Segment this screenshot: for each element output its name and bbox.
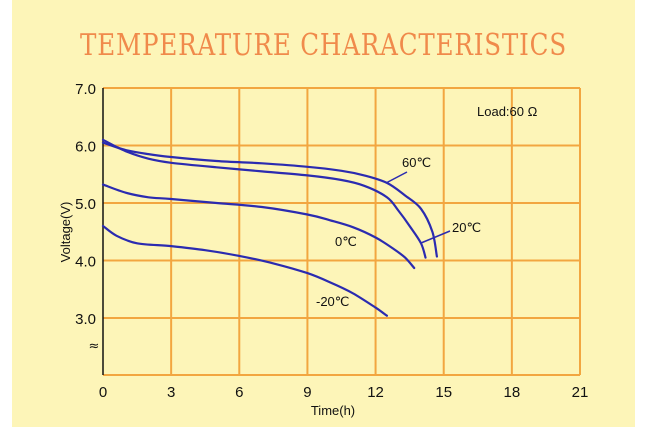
series-label: 60℃ [402, 155, 431, 170]
x-tick-label: 21 [572, 384, 589, 401]
x-tick-label: 3 [167, 384, 175, 401]
series-line [101, 183, 416, 270]
x-tick-label: 6 [235, 384, 243, 401]
series-line [101, 141, 438, 258]
chart-title: TEMPERATURE CHARACTERISTICS [79, 28, 568, 63]
x-tick-label: 18 [504, 384, 521, 401]
y-tick-label: 4.0 [75, 254, 96, 271]
series-line [101, 224, 388, 317]
y-tick-label: 6.0 [75, 139, 96, 156]
load-annotation: Load:60 Ω [477, 104, 538, 119]
series-line [101, 138, 427, 259]
series-label: -20℃ [316, 294, 349, 309]
series-group [101, 138, 438, 317]
series-label: 0℃ [335, 234, 357, 249]
series-leader-line [385, 171, 408, 184]
labels-group: ≈ Time(h) Voltage(V) Load:60 Ω 7.0 6.0 5.0… [58, 81, 588, 418]
y-axis-label: Voltage(V) [58, 202, 73, 263]
x-tick-label: 12 [367, 384, 384, 401]
series-label: 20℃ [452, 220, 481, 235]
x-tick-label: 15 [435, 384, 452, 401]
chart-panel [12, 0, 635, 427]
x-tick-label: 9 [303, 384, 311, 401]
x-axis-label: Time(h) [311, 403, 355, 418]
x-tick-label: 0 [99, 384, 107, 401]
y-tick-label: 5.0 [75, 196, 96, 213]
y-tick-label: 7.0 [75, 81, 96, 98]
y-tick-label: 3.0 [75, 311, 96, 328]
grid [103, 87, 581, 376]
axis-break-symbol: ≈ [89, 339, 100, 354]
series-leader-line [420, 230, 451, 244]
